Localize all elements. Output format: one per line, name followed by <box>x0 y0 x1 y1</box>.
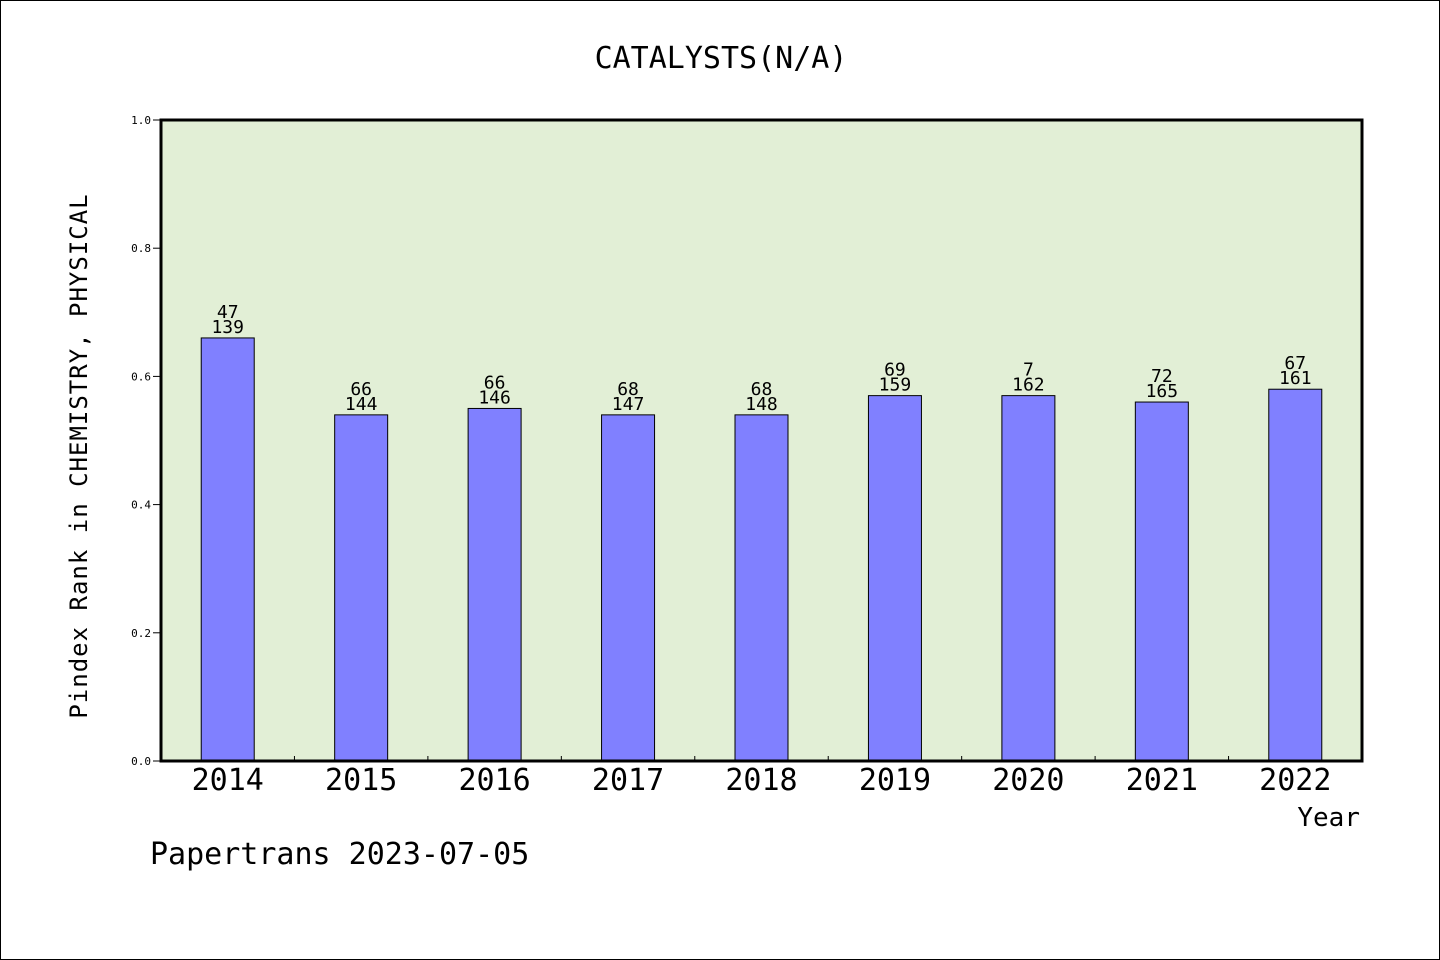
x-tick-label-2019: 2019 <box>859 763 931 798</box>
bar-label-top-2014: 47 <box>217 302 239 323</box>
bar-2019 <box>867 395 922 762</box>
y-tick-label-0.6: 0.6 <box>131 370 151 383</box>
bar-2016 <box>467 407 522 762</box>
y-tick-label-0.8: 0.8 <box>131 242 151 255</box>
y-axis-ticks: 0.0 0.2 0.4 0.6 0.8 1.0 <box>131 114 161 768</box>
y-axis-label: Pindex Rank in CHEMISTRY, PHYSICAL <box>65 193 93 718</box>
x-axis-ticks: 2014 2015 2016 2017 2018 2019 2020 2021 2022 <box>192 756 1331 798</box>
bar-2017 <box>601 414 656 762</box>
bar-2022 <box>1268 388 1323 762</box>
footer-source-date: Papertrans 2023-07-05 <box>150 837 529 872</box>
y-tick-label-0.4: 0.4 <box>131 499 151 512</box>
bar-label-bottom-2018: 148 <box>745 394 778 415</box>
bar-label-bottom-2021: 165 <box>1146 381 1179 402</box>
bar-label-bottom-2017: 147 <box>612 394 645 415</box>
x-tick-label-2022: 2022 <box>1259 763 1331 798</box>
x-tick-label-2015: 2015 <box>325 763 397 798</box>
x-tick-label-2017: 2017 <box>592 763 664 798</box>
bar-label-bottom-2019: 159 <box>879 375 912 396</box>
bar-label-top-2018: 68 <box>751 379 773 400</box>
y-tick-label-0.2: 0.2 <box>131 627 151 640</box>
x-tick-label-2021: 2021 <box>1126 763 1198 798</box>
x-tick-label-2016: 2016 <box>458 763 530 798</box>
bar-label-top-2019: 69 <box>884 360 906 381</box>
bar-2015 <box>334 414 389 762</box>
chart-title: CATALYSTS(N/A) <box>595 41 848 76</box>
bar-2014 <box>200 337 255 762</box>
x-tick-label-2014: 2014 <box>192 763 264 798</box>
bar-label-bottom-2020: 162 <box>1012 375 1045 396</box>
x-axis-label: Year <box>1297 803 1360 833</box>
x-tick-label-2018: 2018 <box>725 763 797 798</box>
bar-2021 <box>1134 401 1189 762</box>
bar-label-top-2020: 7 <box>1023 360 1034 381</box>
bar-label-top-2016: 66 <box>484 372 506 393</box>
bars-group <box>200 337 1323 762</box>
bar-label-bottom-2015: 144 <box>345 394 378 415</box>
bar-label-top-2015: 66 <box>350 379 372 400</box>
bar-label-bottom-2014: 139 <box>211 317 244 338</box>
bar-2018 <box>734 414 789 762</box>
bar-label-top-2022: 67 <box>1284 353 1306 374</box>
y-tick-label-0.0: 0.0 <box>131 755 151 768</box>
bar-label-top-2021: 72 <box>1151 366 1173 387</box>
plot-border <box>159 118 1364 763</box>
bar-2020 <box>1001 395 1056 762</box>
bar-label-bottom-2022: 161 <box>1279 368 1312 389</box>
bar-label-bottom-2016: 146 <box>478 387 511 408</box>
y-tick-label-1.0: 1.0 <box>131 114 151 127</box>
bar-label-top-2017: 68 <box>617 379 639 400</box>
x-tick-label-2020: 2020 <box>992 763 1064 798</box>
